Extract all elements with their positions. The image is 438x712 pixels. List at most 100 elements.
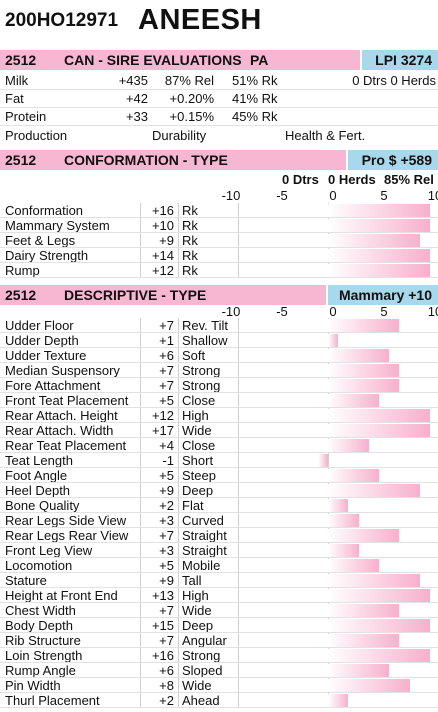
row-divider bbox=[0, 467, 438, 468]
trait-descriptor: Rk bbox=[182, 218, 198, 233]
axis-tick-label: 5 bbox=[380, 188, 388, 203]
trait-descriptor: Steep bbox=[182, 468, 216, 483]
axis-tick-label: -5 bbox=[276, 188, 288, 203]
trait-label: Dairy Strength bbox=[5, 248, 89, 263]
trait-label: Milk bbox=[5, 73, 29, 88]
trait-label: Teat Length bbox=[5, 453, 73, 468]
trait-bar bbox=[328, 409, 430, 422]
trait-label: Body Depth bbox=[5, 618, 73, 633]
footer-durability: Durability bbox=[152, 128, 207, 143]
trait-bar bbox=[328, 439, 369, 452]
trait-descriptor: Wide bbox=[182, 423, 212, 438]
trait-value: +6 bbox=[159, 348, 174, 363]
trait-descriptor: Strong bbox=[182, 363, 221, 378]
trait-bar bbox=[328, 379, 400, 392]
row-divider bbox=[0, 125, 438, 126]
section-title: CAN - SIRE EVALUATIONS bbox=[64, 52, 242, 68]
trait-value: +7 bbox=[159, 633, 174, 648]
trait-bar bbox=[328, 634, 400, 647]
section-title: DESCRIPTIVE - TYPE bbox=[64, 287, 207, 303]
row-divider bbox=[0, 377, 438, 378]
trait-descriptor: Flat bbox=[182, 498, 204, 513]
trait-label: Front Leg View bbox=[5, 543, 93, 558]
row-divider bbox=[0, 707, 438, 708]
row-divider bbox=[0, 347, 438, 348]
trait-descriptor: Wide bbox=[182, 678, 212, 693]
trait-descriptor: Ahead bbox=[182, 693, 220, 708]
trait-descriptor: Rk bbox=[182, 203, 198, 218]
trait-bar bbox=[328, 484, 420, 497]
trait-descriptor: Rk bbox=[182, 263, 198, 278]
trait-bar bbox=[328, 349, 390, 362]
trait-label: Fat bbox=[5, 91, 24, 106]
axis-tick-label: 0 bbox=[329, 188, 337, 203]
trait-bar bbox=[328, 529, 400, 542]
trait-bar bbox=[328, 319, 400, 332]
trait-bar bbox=[328, 604, 400, 617]
trait-descriptor: Soft bbox=[182, 348, 206, 363]
trait-value: +10 bbox=[151, 218, 174, 233]
daughters-herds: 0 Dtrs 0 Herds bbox=[352, 73, 436, 88]
trait-value: +16 bbox=[151, 203, 174, 218]
trait-value: +12 bbox=[151, 408, 174, 423]
trait-bar bbox=[328, 234, 420, 247]
dtrs-count: 0 Dtrs bbox=[282, 172, 319, 187]
trait-descriptor: Rk bbox=[182, 233, 198, 248]
column-divider bbox=[140, 318, 141, 708]
reliability-value: +0.20% bbox=[169, 91, 214, 106]
axis-tick-label: 0 bbox=[329, 304, 337, 319]
trait-descriptor: Close bbox=[182, 438, 216, 453]
column-divider bbox=[238, 318, 239, 708]
trait-descriptor: Deep bbox=[182, 618, 214, 633]
trait-bar bbox=[317, 454, 328, 467]
trait-label: Front Teat Placement bbox=[5, 393, 129, 408]
trait-bar bbox=[328, 364, 400, 377]
trait-descriptor: Close bbox=[182, 393, 216, 408]
column-divider bbox=[178, 203, 179, 278]
herds-count: 0 Herds bbox=[328, 172, 376, 187]
trait-value: +7 bbox=[159, 378, 174, 393]
row-divider bbox=[0, 452, 438, 453]
trait-descriptor: Straight bbox=[182, 543, 227, 558]
trait-descriptor: Tall bbox=[182, 573, 202, 588]
rank-value: 51% Rk bbox=[232, 73, 278, 88]
column-divider bbox=[178, 318, 179, 708]
trait-value: +7 bbox=[159, 528, 174, 543]
trait-label: Chest Width bbox=[5, 603, 76, 618]
sire-name: ANEESH bbox=[138, 4, 262, 36]
trait-label: Foot Angle bbox=[5, 468, 68, 483]
row-divider bbox=[0, 542, 438, 543]
row-divider bbox=[0, 617, 438, 618]
trait-label: Bone Quality bbox=[5, 498, 80, 513]
row-divider bbox=[0, 407, 438, 408]
trait-label: Rump Angle bbox=[5, 663, 76, 678]
mammary-badge: Mammary +10 bbox=[328, 285, 438, 305]
trait-value: +5 bbox=[159, 393, 174, 408]
trait-descriptor: Straight bbox=[182, 528, 227, 543]
trait-label: Rear Legs Side View bbox=[5, 513, 127, 528]
trait-descriptor: Angular bbox=[182, 633, 227, 648]
trait-value: +3 bbox=[159, 543, 174, 558]
row-divider bbox=[0, 527, 438, 528]
trait-bar bbox=[328, 249, 430, 262]
trait-descriptor: Strong bbox=[182, 378, 221, 393]
trait-descriptor: Rev. Tilt bbox=[182, 318, 228, 333]
column-divider bbox=[238, 203, 239, 278]
row-divider bbox=[0, 89, 438, 90]
trait-label: Locomotion bbox=[5, 558, 73, 573]
row-divider bbox=[0, 332, 438, 333]
trait-value: +9 bbox=[159, 573, 174, 588]
trait-bar bbox=[328, 204, 430, 217]
trait-label: Rib Structure bbox=[5, 633, 81, 648]
trait-label: Fore Attachment bbox=[5, 378, 101, 393]
trait-label: Rear Attach. Width bbox=[5, 423, 114, 438]
rank-value: 41% Rk bbox=[232, 91, 278, 106]
trait-descriptor: Mobile bbox=[182, 558, 221, 573]
trait-label: Rear Legs Rear View bbox=[5, 528, 129, 543]
axis-tick-label: 10 bbox=[427, 304, 438, 319]
trait-value: +7 bbox=[159, 318, 174, 333]
trait-label: Median Suspensory bbox=[5, 363, 120, 378]
row-divider bbox=[0, 217, 438, 218]
trait-label: Feet & Legs bbox=[5, 233, 76, 248]
trait-descriptor: Curved bbox=[182, 513, 224, 528]
